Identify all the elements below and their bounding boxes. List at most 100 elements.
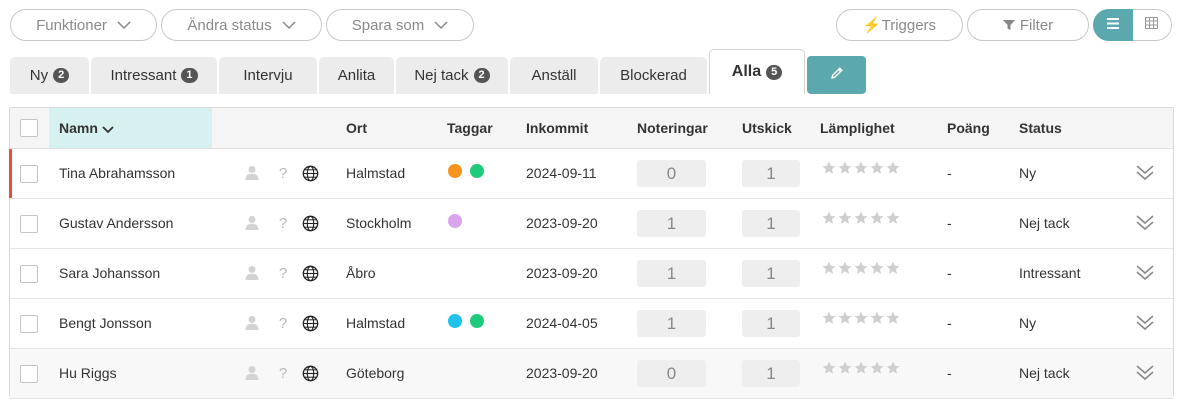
question-icon[interactable]: ? bbox=[278, 215, 288, 232]
change-status-dropdown[interactable]: Ändra status bbox=[161, 9, 322, 41]
table-row[interactable]: Sara Johansson? Åbro 2023-09-20 1 1 - Intressa… bbox=[10, 249, 1173, 299]
star-icon[interactable] bbox=[838, 161, 852, 180]
suitability-rating[interactable] bbox=[822, 261, 900, 280]
double-chevron-down-icon[interactable] bbox=[1135, 263, 1155, 288]
triggers-button[interactable]: ⚡Triggers bbox=[836, 9, 963, 41]
candidate-name[interactable]: Gustav Andersson bbox=[59, 215, 174, 231]
row-checkbox[interactable] bbox=[20, 215, 38, 233]
suitability-rating[interactable] bbox=[822, 311, 900, 330]
name-column-header[interactable]: Namn bbox=[49, 108, 212, 148]
star-icon[interactable] bbox=[838, 361, 852, 380]
sent-count[interactable]: 1 bbox=[742, 260, 800, 287]
star-icon[interactable] bbox=[854, 261, 868, 280]
suitability-rating[interactable] bbox=[822, 211, 900, 230]
notes-count[interactable]: 1 bbox=[637, 310, 706, 337]
row-checkbox[interactable] bbox=[20, 315, 38, 333]
candidate-name[interactable]: Bengt Jonsson bbox=[59, 315, 152, 331]
question-icon[interactable]: ? bbox=[278, 265, 288, 282]
row-checkbox[interactable] bbox=[20, 165, 38, 183]
star-icon[interactable] bbox=[870, 261, 884, 280]
sent-count[interactable]: 1 bbox=[742, 360, 800, 387]
star-icon[interactable] bbox=[886, 361, 900, 380]
star-icon[interactable] bbox=[854, 211, 868, 230]
question-icon[interactable]: ? bbox=[278, 365, 288, 382]
tab-anlita[interactable]: Anlita bbox=[319, 57, 394, 94]
table-row[interactable]: Gustav Andersson? Stockholm 2023-09-20 1 1 - N… bbox=[10, 199, 1173, 249]
list-view-button[interactable] bbox=[1093, 9, 1133, 41]
score-column-header[interactable]: Poäng bbox=[947, 120, 990, 136]
tab-nej-tack[interactable]: Nej tack 2 bbox=[396, 57, 508, 94]
sent-count[interactable]: 1 bbox=[742, 210, 800, 237]
double-chevron-down-icon[interactable] bbox=[1135, 363, 1155, 388]
status-column-header[interactable]: Status bbox=[1019, 120, 1062, 136]
tab-alla[interactable]: Alla 5 bbox=[709, 49, 805, 94]
question-icon[interactable]: ? bbox=[278, 165, 288, 182]
row-checkbox[interactable] bbox=[20, 365, 38, 383]
select-all-checkbox[interactable] bbox=[20, 119, 38, 137]
star-icon[interactable] bbox=[838, 211, 852, 230]
candidate-name[interactable]: Hu Riggs bbox=[59, 365, 117, 381]
row-checkbox[interactable] bbox=[20, 265, 38, 283]
notes-count[interactable]: 1 bbox=[637, 260, 706, 287]
double-chevron-down-icon[interactable] bbox=[1135, 213, 1155, 238]
star-icon[interactable] bbox=[886, 311, 900, 330]
tab-ny[interactable]: Ny 2 bbox=[10, 57, 89, 94]
star-icon[interactable] bbox=[854, 361, 868, 380]
star-icon[interactable] bbox=[822, 161, 836, 180]
globe-icon[interactable] bbox=[302, 365, 319, 387]
table-row[interactable]: Bengt Jonsson? Halmstad 2024-04-05 1 1 - Ny bbox=[10, 299, 1173, 349]
globe-icon[interactable] bbox=[302, 215, 319, 237]
received-column-header[interactable]: Inkommit bbox=[526, 120, 589, 136]
person-icon[interactable] bbox=[245, 315, 259, 336]
sent-count[interactable]: 1 bbox=[742, 310, 800, 337]
city-column-header[interactable]: Ort bbox=[346, 120, 367, 136]
star-icon[interactable] bbox=[870, 211, 884, 230]
star-icon[interactable] bbox=[870, 311, 884, 330]
double-chevron-down-icon[interactable] bbox=[1135, 163, 1155, 188]
functions-dropdown[interactable]: Funktioner bbox=[10, 9, 157, 41]
table-row[interactable]: Hu Riggs? Göteborg 2023-09-20 0 1 - Nej tack bbox=[10, 349, 1173, 399]
star-icon[interactable] bbox=[870, 361, 884, 380]
person-icon[interactable] bbox=[245, 165, 259, 186]
save-as-dropdown[interactable]: Spara som bbox=[326, 9, 474, 41]
star-icon[interactable] bbox=[886, 161, 900, 180]
globe-icon[interactable] bbox=[302, 165, 319, 187]
tags-column-header[interactable]: Taggar bbox=[447, 120, 493, 136]
sent-column-header[interactable]: Utskick bbox=[742, 120, 792, 136]
suitability-column-header[interactable]: Lämplighet bbox=[820, 120, 895, 136]
tab-intressant[interactable]: Intressant 1 bbox=[91, 57, 217, 94]
suitability-rating[interactable] bbox=[822, 161, 900, 180]
person-icon[interactable] bbox=[245, 365, 259, 386]
star-icon[interactable] bbox=[886, 211, 900, 230]
notes-column-header[interactable]: Noteringar bbox=[637, 120, 708, 136]
candidate-name[interactable]: Sara Johansson bbox=[59, 265, 161, 281]
star-icon[interactable] bbox=[854, 311, 868, 330]
globe-icon[interactable] bbox=[302, 265, 319, 287]
tab-intervju[interactable]: Intervju bbox=[219, 57, 317, 94]
suitability-rating[interactable] bbox=[822, 361, 900, 380]
star-icon[interactable] bbox=[838, 261, 852, 280]
grid-view-button[interactable] bbox=[1132, 9, 1172, 41]
star-icon[interactable] bbox=[854, 161, 868, 180]
sent-count[interactable]: 1 bbox=[742, 160, 800, 187]
star-icon[interactable] bbox=[822, 211, 836, 230]
notes-count[interactable]: 0 bbox=[637, 160, 706, 187]
star-icon[interactable] bbox=[822, 311, 836, 330]
person-icon[interactable] bbox=[245, 265, 259, 286]
edit-tabs-button[interactable] bbox=[807, 56, 866, 94]
filter-button[interactable]: Filter bbox=[967, 9, 1089, 41]
star-icon[interactable] bbox=[886, 261, 900, 280]
table-row[interactable]: Tina Abrahamsson? Halmstad 2024-09-11 0 1 - Ny bbox=[9, 149, 1173, 199]
tab-anstall[interactable]: Anställ bbox=[510, 57, 598, 94]
question-icon[interactable]: ? bbox=[278, 315, 288, 332]
notes-count[interactable]: 0 bbox=[637, 360, 706, 387]
star-icon[interactable] bbox=[838, 311, 852, 330]
notes-count[interactable]: 1 bbox=[637, 210, 706, 237]
candidate-name[interactable]: Tina Abrahamsson bbox=[59, 165, 176, 181]
tab-blockerad[interactable]: Blockerad bbox=[600, 57, 707, 94]
star-icon[interactable] bbox=[822, 261, 836, 280]
star-icon[interactable] bbox=[870, 161, 884, 180]
star-icon[interactable] bbox=[822, 361, 836, 380]
double-chevron-down-icon[interactable] bbox=[1135, 313, 1155, 338]
person-icon[interactable] bbox=[245, 215, 259, 236]
